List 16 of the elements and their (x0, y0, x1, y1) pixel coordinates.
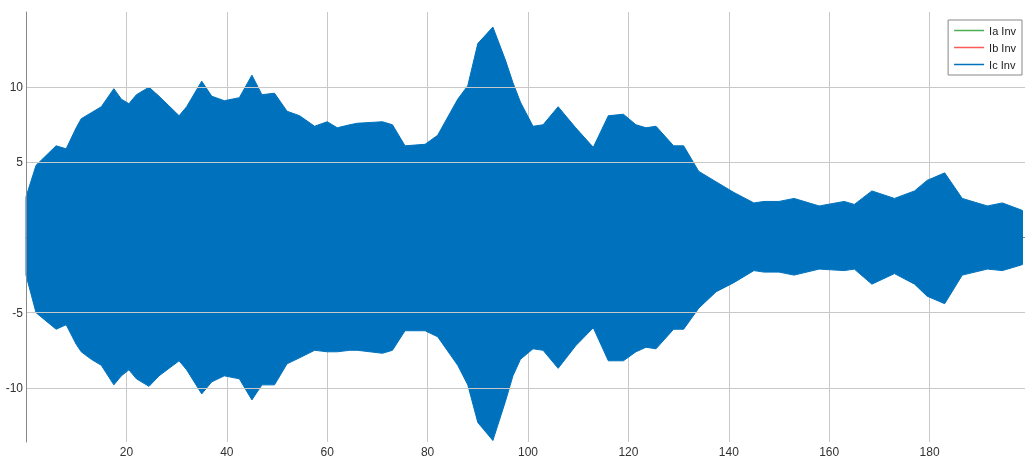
x-tick-label: 120 (618, 445, 639, 459)
x-tick-label: 100 (517, 445, 539, 459)
x-tick-label: 140 (718, 445, 740, 459)
x-tick-label: 20 (119, 445, 134, 459)
y-tick-label: -10 (5, 380, 24, 395)
x-tick-label: 40 (220, 445, 234, 459)
x-tick-label: 180 (919, 445, 940, 459)
x-tick-label: 80 (420, 445, 435, 459)
legend-label: Ib Inv (989, 41, 1017, 54)
x-tick-label: 160 (819, 445, 840, 459)
x-tick-label: 60 (320, 445, 335, 459)
y-tick-label: 10 (9, 80, 24, 95)
legend-label: Ic Inv (989, 58, 1016, 71)
legend-label: Ia Inv (989, 24, 1017, 37)
y-tick-label: 5 (16, 155, 24, 170)
y-tick-label: -5 (12, 305, 24, 320)
